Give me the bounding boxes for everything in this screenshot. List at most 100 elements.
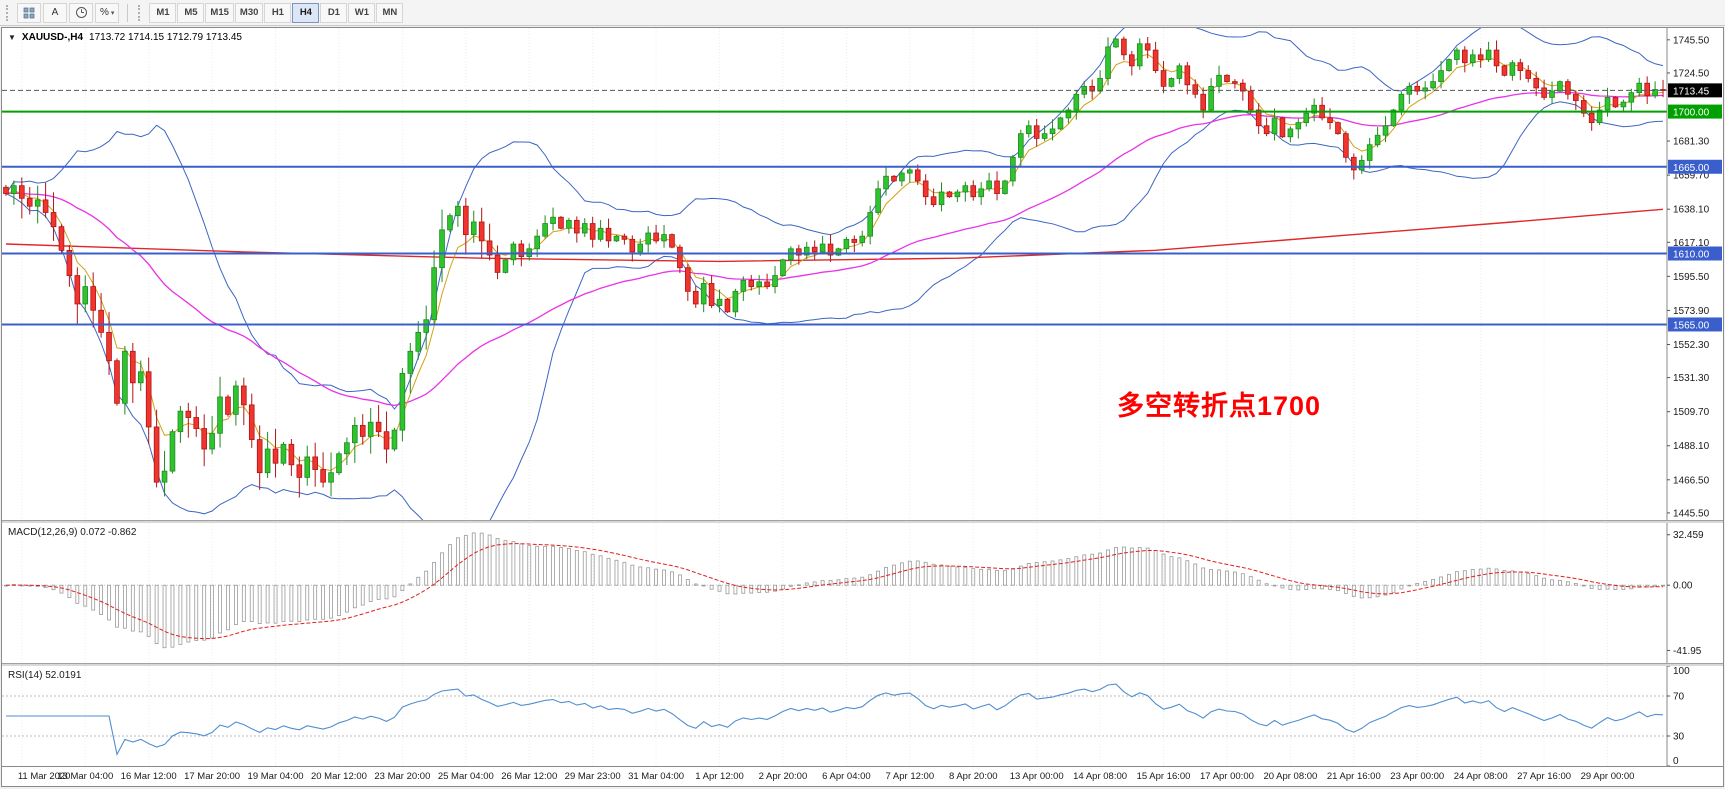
svg-text:1617.10: 1617.10 — [1673, 238, 1710, 249]
time-axis-label: 20 Apr 08:00 — [1263, 771, 1318, 782]
time-axis-label: 25 Mar 04:00 — [437, 771, 494, 782]
horizontal-lines — [2, 110, 1667, 326]
main-toolbar: A % ▾ M1 M5 M15 M30 H1 H4 D1 W1 MN — [0, 0, 1725, 26]
svg-text:1700.00: 1700.00 — [1673, 108, 1710, 119]
time-axis-label: 29 Apr 00:00 — [1580, 771, 1635, 782]
chart-windows-icon — [23, 7, 35, 18]
time-axis-label: 19 Mar 04:00 — [247, 771, 304, 782]
time-axis-label: 17 Mar 20:00 — [184, 771, 241, 782]
percent-icon: % — [100, 7, 109, 18]
caret-down-icon: ▾ — [110, 9, 115, 17]
timeframe-button-m15[interactable]: M15 — [205, 2, 234, 23]
svg-text:1509.70: 1509.70 — [1673, 407, 1710, 418]
svg-text:1659.70: 1659.70 — [1673, 171, 1710, 182]
macd-panel[interactable]: 32.459 0.00 -41.95 MACD(12,26,9) 0.072 -0.… — [2, 523, 1723, 663]
rsi-panel[interactable]: 100 70 30 0 RSI(14) 52.0191 — [2, 666, 1723, 766]
timeframe-button-d1[interactable]: D1 — [320, 2, 348, 23]
bollinger-lower-line — [5, 101, 1664, 520]
time-axis[interactable]: 11 Mar 2020 13 Mar 04:00 16 Mar 12:00 17 Ma… — [2, 766, 1723, 786]
svg-text:70: 70 — [1673, 692, 1685, 703]
main-chart-canvas[interactable]: 1745.50 1724.50 1681.30 1659.70 1638.10 1617.… — [2, 28, 1723, 520]
svg-text:1713.45: 1713.45 — [1673, 86, 1710, 97]
time-axis-label: 17 Apr 00:00 — [1200, 771, 1254, 782]
time-axis-label: 14 Apr 08:00 — [1073, 771, 1128, 782]
hline-price-badge: 1700.00 — [1668, 104, 1722, 119]
percent-style-button[interactable]: % ▾ — [95, 2, 120, 23]
time-axis-label: 24 Apr 08:00 — [1453, 771, 1508, 782]
timeframe-button-m5[interactable]: M5 — [177, 2, 205, 23]
time-axis-label: 15 Apr 16:00 — [1136, 771, 1191, 782]
chart-title: ▼ XAUUSD-,H4 1713.72 1714.15 1712.79 171… — [8, 32, 242, 43]
panel-splitter[interactable] — [2, 663, 1723, 666]
macd-signal-line — [5, 543, 1664, 640]
vertical-gridlines — [21, 666, 1609, 766]
svg-text:1638.10: 1638.10 — [1673, 205, 1710, 216]
chart-window[interactable]: 1745.50 1724.50 1681.30 1659.70 1638.10 1617.… — [1, 27, 1724, 787]
toolbar-grip[interactable] — [138, 4, 142, 21]
symbol-timeframe-label: XAUUSD-,H4 — [21, 32, 84, 43]
rsi-axis-labels: 100 70 30 0 — [1667, 666, 1690, 766]
text-tool-icon: A — [51, 7, 59, 18]
clock-button[interactable] — [69, 2, 93, 23]
time-axis-label: 13 Mar 04:00 — [57, 771, 114, 782]
macd-histogram — [4, 532, 1665, 649]
svg-text:30: 30 — [1673, 732, 1685, 743]
panel-splitter[interactable] — [2, 520, 1723, 523]
vertical-gridlines — [21, 28, 1609, 520]
timeframe-button-h1[interactable]: H1 — [264, 2, 292, 23]
time-axis-label: 11 Mar 2020 — [17, 771, 71, 782]
time-axis-label: 29 Mar 23:00 — [564, 771, 621, 782]
svg-text:1565.00: 1565.00 — [1673, 320, 1710, 331]
timeframe-button-h4[interactable]: H4 — [292, 2, 320, 23]
hline-price-badge: 1610.00 — [1668, 246, 1722, 261]
svg-text:1488.10: 1488.10 — [1673, 441, 1710, 452]
chart-dropdown-icon[interactable]: ▼ — [8, 33, 16, 42]
time-axis-label: 20 Mar 12:00 — [310, 771, 367, 782]
timeframes-toolbar: M1 M5 M15 M30 H1 H4 D1 W1 MN — [149, 2, 404, 23]
time-axis-label: 26 Mar 12:00 — [501, 771, 558, 782]
rsi-canvas[interactable]: 100 70 30 0 — [2, 666, 1723, 766]
svg-text:1573.90: 1573.90 — [1673, 306, 1710, 317]
svg-text:0: 0 — [1673, 756, 1679, 766]
time-axis-label: 21 Apr 16:00 — [1326, 771, 1381, 782]
fast-ma-line — [5, 53, 1664, 472]
svg-text:1466.50: 1466.50 — [1673, 475, 1710, 486]
rsi-label: RSI(14) 52.0191 — [8, 670, 82, 681]
svg-text:100: 100 — [1673, 666, 1690, 677]
chart-text-annotation[interactable]: 多空转折点1700 — [1117, 391, 1322, 421]
time-axis-label: 8 Apr 20:00 — [948, 771, 998, 782]
svg-text:1724.50: 1724.50 — [1673, 68, 1710, 79]
main-chart-panel[interactable]: 1745.50 1724.50 1681.30 1659.70 1638.10 1617.… — [2, 28, 1723, 520]
svg-text:1745.50: 1745.50 — [1673, 35, 1710, 46]
time-axis-label: 6 Apr 04:00 — [822, 771, 871, 782]
current-price-badge: 1713.45 — [1668, 83, 1722, 98]
time-axis-label: 23 Mar 20:00 — [374, 771, 431, 782]
toolbar-grip[interactable] — [6, 4, 10, 21]
svg-text:1665.00: 1665.00 — [1673, 163, 1710, 174]
chart-windows-button[interactable] — [17, 2, 41, 23]
bollinger-upper-line — [5, 28, 1664, 410]
timeframe-button-w1[interactable]: W1 — [348, 2, 376, 23]
ohlc-values: 1713.72 1714.15 1712.79 1713.45 — [89, 32, 242, 43]
timeframe-button-m1[interactable]: M1 — [149, 2, 177, 23]
macd-canvas[interactable]: 32.459 0.00 -41.95 — [2, 523, 1723, 663]
svg-text:-41.95: -41.95 — [1673, 646, 1702, 657]
time-axis-label: 7 Apr 12:00 — [885, 771, 935, 782]
toolbar-separator — [127, 3, 129, 22]
text-annotation-button[interactable]: A — [43, 2, 67, 23]
svg-text:32.459: 32.459 — [1673, 530, 1704, 541]
macd-axis-labels: 32.459 0.00 -41.95 — [1667, 530, 1704, 657]
clock-icon — [75, 7, 87, 18]
svg-text:1531.30: 1531.30 — [1673, 373, 1710, 384]
hline-price-badge: 1665.00 — [1668, 159, 1722, 174]
svg-text:1610.00: 1610.00 — [1673, 250, 1710, 261]
svg-text:1552.30: 1552.30 — [1673, 340, 1710, 351]
timeframe-button-mn[interactable]: MN — [376, 2, 404, 23]
time-axis-label: 2 Apr 20:00 — [758, 771, 808, 782]
time-axis-label: 1 Apr 12:00 — [695, 771, 744, 782]
timeframe-button-m30[interactable]: M30 — [234, 2, 264, 23]
slow-ma-line — [5, 91, 1664, 407]
time-axis-label: 16 Mar 12:00 — [120, 771, 177, 782]
macd-label: MACD(12,26,9) 0.072 -0.862 — [8, 527, 137, 538]
